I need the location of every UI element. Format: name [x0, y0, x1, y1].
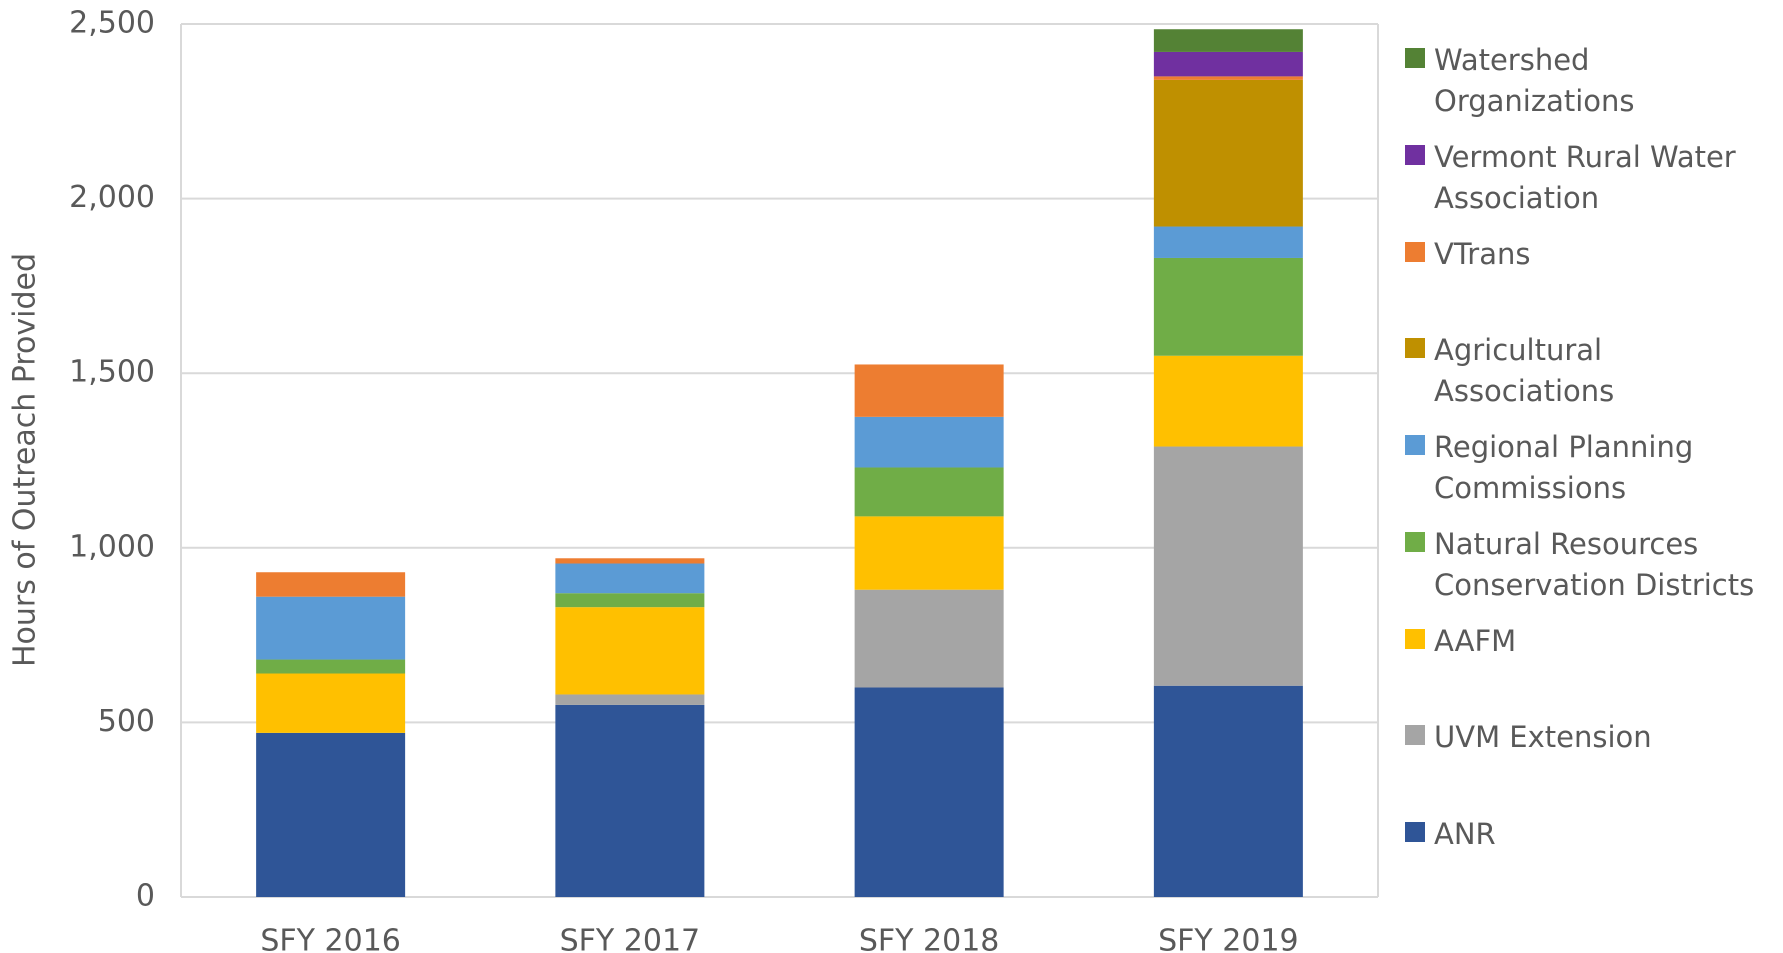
bar-segment — [256, 732, 406, 897]
y-tick-label: 500 — [98, 704, 155, 739]
legend-item: UVM Extension — [1405, 717, 1774, 758]
legend-item: Vermont Rural Water Association — [1405, 137, 1774, 219]
legend-label: Agricultural Associations — [1434, 333, 1615, 408]
x-tick-label: SFY 2019 — [1158, 924, 1299, 953]
bar-segment — [854, 589, 1004, 688]
y-tick-label: 0 — [136, 879, 155, 914]
bar-segment — [1153, 29, 1303, 52]
legend-label: Natural Resources Conservation Districts — [1434, 527, 1755, 602]
legend-label: Vermont Rural Water Association — [1434, 140, 1736, 215]
y-tick-label: 1,000 — [69, 529, 155, 564]
x-tick-label: SFY 2018 — [859, 924, 1000, 953]
legend-label: UVM Extension — [1434, 720, 1652, 754]
bar-segment — [256, 659, 406, 674]
legend-label: VTrans — [1434, 237, 1531, 271]
legend-item: Natural Resources Conservation Districts — [1405, 524, 1774, 606]
legend-item: Agricultural Associations — [1405, 330, 1774, 412]
legend-item: Regional Planning Commissions — [1405, 427, 1774, 509]
bar-segment — [854, 516, 1004, 590]
bar-segment — [1153, 355, 1303, 447]
legend-item: VTrans — [1405, 234, 1774, 275]
legend-item: AAFM — [1405, 621, 1774, 662]
bar-segment — [854, 687, 1004, 897]
bar-segment — [1153, 51, 1303, 77]
legend-swatch — [1405, 435, 1425, 455]
bar-segment — [555, 607, 705, 695]
legend-label: ANR — [1434, 817, 1496, 851]
legend-swatch — [1405, 48, 1425, 68]
bar-segment — [854, 416, 1004, 468]
legend-item: ANR — [1405, 814, 1774, 855]
bar-segment — [1153, 446, 1303, 686]
legend-swatch — [1405, 242, 1425, 262]
y-axis-title: Hours of Outreach Provided — [8, 253, 43, 667]
bar-segment — [555, 694, 705, 705]
y-tick-label: 1,500 — [69, 355, 155, 390]
legend-swatch — [1405, 145, 1425, 165]
legend-swatch — [1405, 338, 1425, 358]
bar-segment — [854, 467, 1004, 517]
bar-segment — [1153, 685, 1303, 897]
legend-label: Regional Planning Commissions — [1434, 430, 1694, 505]
bar-segment — [555, 563, 705, 594]
x-tick-label: SFY 2016 — [260, 924, 401, 953]
y-tick-label: 2,500 — [69, 6, 155, 41]
legend-label: AAFM — [1434, 624, 1517, 658]
bar-segment — [555, 593, 705, 608]
y-tick-label: 2,000 — [69, 180, 155, 215]
bar-segment — [555, 704, 705, 897]
bar-segment — [1153, 226, 1303, 258]
bar-segment — [1153, 76, 1303, 80]
legend-swatch — [1405, 629, 1425, 649]
bar-segment — [854, 364, 1004, 417]
bar-segment — [256, 596, 406, 660]
bar-segment — [555, 558, 705, 564]
bar-segment — [1153, 79, 1303, 227]
legend-item: Watershed Organizations — [1405, 40, 1774, 122]
bar-segment — [1153, 257, 1303, 356]
x-tick-label: SFY 2017 — [560, 924, 701, 953]
legend-swatch — [1405, 822, 1425, 842]
legend-swatch — [1405, 725, 1425, 745]
bar-segment — [256, 572, 406, 597]
legend-label: Watershed Organizations — [1434, 43, 1635, 118]
bar-segment — [256, 673, 406, 733]
legend-swatch — [1405, 532, 1425, 552]
